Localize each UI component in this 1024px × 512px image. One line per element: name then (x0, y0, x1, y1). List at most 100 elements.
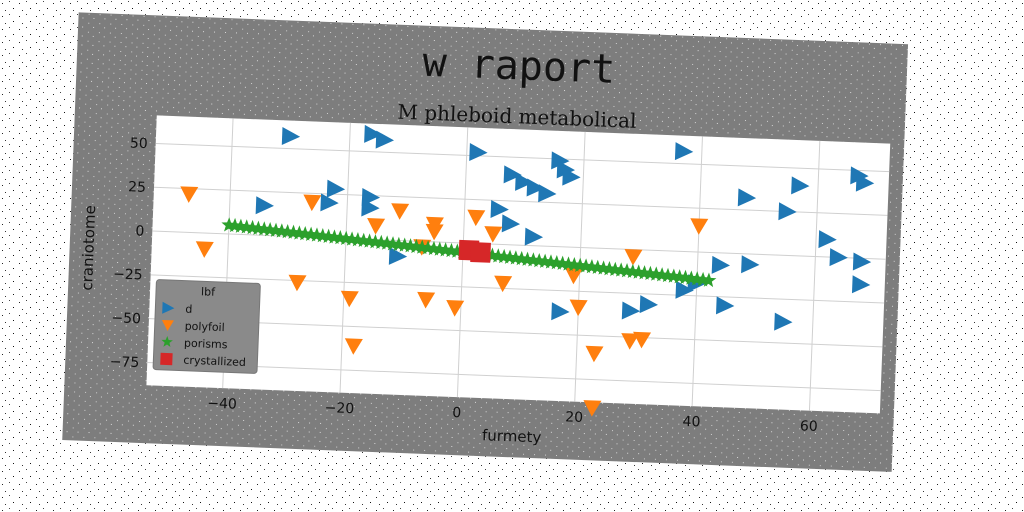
y-grid-line (155, 142, 890, 173)
x-grid-line (339, 122, 351, 393)
y-grid-line (147, 361, 881, 392)
legend-label: porisms (184, 337, 228, 352)
data-marks (180, 124, 875, 417)
point-d (281, 127, 301, 146)
point-d (674, 142, 694, 161)
y-tick-label: 25 (128, 179, 146, 196)
point-d (490, 199, 509, 218)
legend-marker-d (162, 301, 175, 314)
point-d (524, 227, 544, 246)
x-tick-label: −20 (324, 400, 354, 417)
chart-title: w raport (422, 40, 616, 93)
point-d (515, 172, 534, 191)
y-grid-line (150, 274, 885, 304)
y-tick-label: 50 (130, 135, 148, 152)
point-d (501, 214, 521, 233)
point-d (538, 184, 557, 203)
point-d (469, 143, 488, 161)
point-d (388, 246, 408, 265)
legend-marker-porisms (161, 335, 173, 347)
figure: w raport M phleboid metabolical −40 −20 0 2… (62, 12, 909, 472)
point-polyfoil (340, 290, 359, 308)
point-crystallized (470, 242, 491, 263)
legend-items: d polyfoil porisms crystallized (160, 301, 246, 369)
point-d (852, 252, 872, 271)
point-d (326, 179, 346, 198)
grid (147, 118, 890, 411)
point-polyfoil (367, 218, 386, 235)
y-tick-label: 0 (135, 223, 145, 239)
x-tick-label: 0 (452, 405, 462, 421)
point-polyfoil (344, 338, 363, 355)
x-tick-labels: −40 −20 0 20 40 60 (207, 396, 818, 435)
point-d (526, 178, 545, 197)
point-polyfoil (195, 241, 214, 258)
point-polyfoil (624, 248, 643, 266)
legend-label: crystallized (183, 354, 246, 369)
point-d (621, 301, 641, 320)
point-d (737, 188, 757, 207)
point-d (639, 295, 658, 314)
legend-marker-crystallized (160, 352, 173, 366)
series-polyfoil (180, 186, 709, 417)
point-polyfoil (467, 209, 486, 227)
point-d (829, 248, 848, 267)
point-polyfoil (565, 267, 583, 285)
point-polyfoil (417, 291, 436, 309)
x-tick-label: −40 (207, 396, 237, 413)
x-tick-label: 20 (565, 409, 583, 426)
legend-box (152, 279, 261, 374)
point-d (320, 193, 339, 212)
series-porisms (221, 217, 717, 288)
point-d (551, 151, 570, 170)
point-d (675, 280, 694, 299)
x-tick-label: 40 (682, 414, 700, 431)
point-polyfoil (585, 345, 604, 363)
y-grid-line (153, 186, 888, 216)
point-polyfoil (180, 186, 199, 203)
x-grid-line (456, 127, 469, 398)
point-polyfoil (690, 218, 709, 235)
point-polyfoil (583, 400, 602, 417)
legend-label: polyfoil (184, 320, 224, 335)
point-polyfoil (569, 299, 588, 317)
y-grid-line (152, 230, 886, 260)
x-grid-line (808, 140, 821, 411)
series-d (255, 124, 875, 331)
point-polyfoil (494, 275, 513, 293)
y-grid-line (148, 318, 883, 348)
legend-marker-polyfoil (161, 319, 174, 331)
point-polyfoil (303, 194, 322, 212)
y-tick-label: −75 (109, 354, 139, 371)
point-polyfoil (633, 331, 652, 349)
point-d (711, 255, 731, 274)
point-polyfoil (446, 300, 465, 317)
point-d (778, 202, 797, 221)
point-d (364, 124, 383, 143)
point-polyfoil (288, 274, 307, 292)
series-crystallized (458, 239, 491, 263)
legend-title: lbf (201, 285, 217, 299)
point-d (562, 167, 581, 186)
point-d (774, 312, 793, 331)
x-tick-label: 60 (800, 418, 818, 435)
point-d (551, 302, 570, 321)
point-d (361, 198, 380, 217)
point-d (818, 230, 837, 249)
y-tick-label: −50 (111, 310, 141, 327)
plot-area (146, 115, 891, 414)
point-d (741, 255, 760, 274)
point-d (375, 130, 394, 149)
point-d (255, 196, 274, 215)
point-porisms (701, 272, 717, 288)
point-d (855, 173, 875, 192)
legend-label: d (185, 303, 192, 316)
y-tick-label: −25 (113, 266, 143, 283)
point-polyfoil (425, 223, 444, 241)
point-polyfoil (391, 203, 410, 220)
point-polyfoil (621, 333, 640, 350)
point-polyfoil (484, 226, 503, 243)
point-d (791, 176, 810, 195)
legend: lbf d polyfoil porisms crystallized (152, 279, 261, 374)
point-d (716, 296, 735, 315)
